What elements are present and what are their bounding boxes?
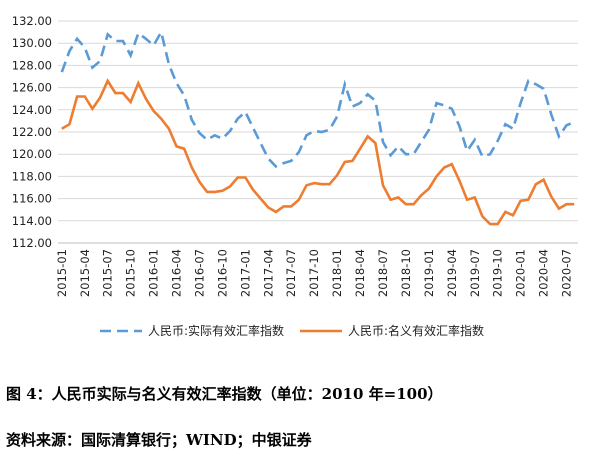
series-line-nominal-effective-rate [61,78,575,226]
figure-caption: 图 4：人民币实际与名义有效汇率指数（单位：2010 年=100） [6,385,443,403]
y-tick-label: 124.00 [12,103,52,117]
x-tick-label: 2015-01 [55,249,69,297]
x-tick-label: 2018-01 [330,249,344,297]
x-tick-label: 2015-04 [78,249,92,297]
y-tick-label: 126.00 [12,81,52,95]
x-tick-label: 2015-10 [124,249,138,297]
exchange-rate-line-chart: 112.00 114.00 116.00 118.00 120.00 122.00 124.… [12,14,578,338]
y-tick-label: 122.00 [12,125,52,139]
y-tick-label: 114.00 [12,214,52,228]
y-tick-label: 130.00 [12,36,52,50]
y-tick-label: 116.00 [12,192,52,206]
x-tick-label: 2016-01 [147,249,161,297]
legend-label-real: 人民币:实际有效汇率指数 [148,323,284,338]
y-tick-label: 118.00 [12,169,52,183]
x-tick-label: 2020-07 [560,249,574,297]
x-tick-label: 2019-10 [491,249,505,297]
y-axis-tick-labels: 112.00 114.00 116.00 118.00 120.00 122.00 124.… [12,14,52,250]
series-line-real-effective-rate [60,28,575,168]
x-tick-label: 2020-04 [537,249,551,297]
x-tick-label: 2017-10 [307,249,321,297]
x-tick-label: 2018-07 [376,249,390,297]
source-note: 资料来源：国际清算银行；WIND；中银证券 [6,431,312,449]
x-tick-label: 2017-01 [238,249,252,297]
x-tick-label: 2016-10 [215,249,229,297]
x-tick-label: 2019-01 [422,249,436,297]
x-tick-label: 2019-04 [445,249,459,297]
x-tick-label: 2018-04 [353,249,367,297]
x-tick-label: 2016-07 [192,249,206,297]
x-tick-label: 2019-07 [468,249,482,297]
y-tick-label: 132.00 [12,14,52,28]
x-tick-label: 2017-07 [284,249,298,297]
x-tick-label: 2015-07 [101,249,115,297]
x-tick-label: 2020-01 [514,249,528,297]
legend: 人民币:实际有效汇率指数 人民币:名义有效汇率指数 [100,323,484,338]
y-tick-label: 120.00 [12,147,52,161]
x-tick-label: 2016-04 [170,249,184,297]
y-tick-label: 128.00 [12,58,52,72]
x-tick-label: 2017-04 [261,249,275,297]
x-tick-label: 2018-10 [399,249,413,297]
legend-label-nominal: 人民币:名义有效汇率指数 [348,323,484,338]
x-axis-tick-labels: 2015-01 2015-04 2015-07 2015-10 2016-01 2016-… [55,249,574,297]
y-tick-label: 112.00 [12,236,52,250]
